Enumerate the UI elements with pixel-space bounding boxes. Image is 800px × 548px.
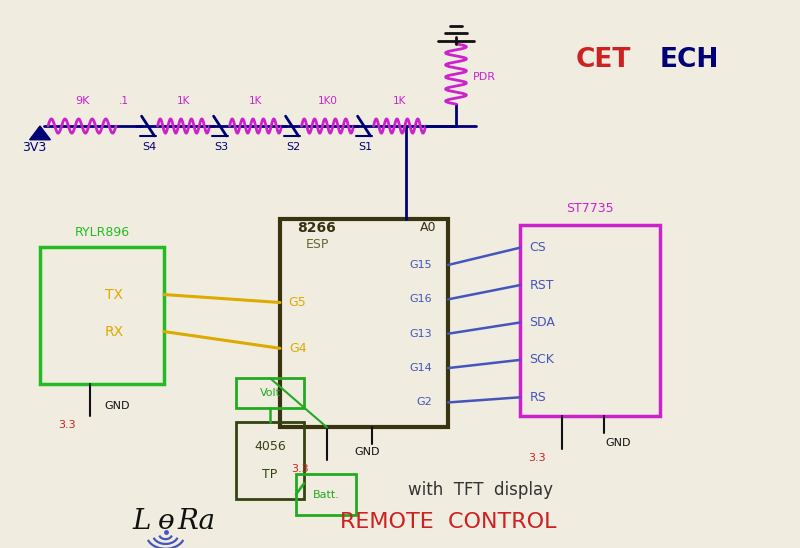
Text: Volt: Volt (259, 388, 281, 398)
Text: 1K: 1K (177, 96, 190, 106)
Text: 1K0: 1K0 (318, 96, 338, 106)
Text: G15: G15 (410, 260, 432, 270)
Text: ECH: ECH (660, 47, 719, 73)
Text: G14: G14 (410, 363, 432, 373)
Text: S3: S3 (214, 142, 229, 152)
Text: G4: G4 (289, 342, 306, 355)
Text: 8266: 8266 (298, 220, 336, 235)
Text: 1K: 1K (393, 96, 406, 106)
Text: TX: TX (106, 288, 123, 301)
Text: CET: CET (576, 47, 631, 73)
Text: 3.3: 3.3 (291, 464, 309, 473)
Text: GND: GND (354, 447, 380, 457)
Text: TP: TP (262, 467, 278, 481)
Text: A0: A0 (419, 221, 436, 234)
Text: RS: RS (530, 391, 546, 404)
Text: S2: S2 (286, 142, 301, 152)
Text: RYLR896: RYLR896 (74, 226, 130, 239)
Bar (40, 247, 164, 384)
Text: 3.3: 3.3 (528, 453, 546, 463)
Text: L: L (132, 508, 150, 535)
Text: REMOTE  CONTROL: REMOTE CONTROL (340, 512, 556, 532)
Text: ST7735: ST7735 (566, 202, 614, 215)
Text: RX: RX (105, 324, 124, 339)
Text: SDA: SDA (530, 316, 555, 329)
Text: GND: GND (606, 438, 630, 448)
Text: S4: S4 (142, 142, 157, 152)
Text: PDR: PDR (473, 72, 495, 82)
Text: G2: G2 (416, 397, 432, 408)
Text: ESP: ESP (306, 238, 329, 250)
Text: Ra: Ra (178, 508, 216, 535)
Text: ɵ: ɵ (157, 508, 174, 535)
Text: with  TFT  display: with TFT display (407, 482, 553, 499)
Bar (520, 225, 660, 416)
Text: SCK: SCK (530, 353, 554, 367)
Text: S1: S1 (358, 142, 373, 152)
Text: .1: .1 (119, 96, 129, 106)
Text: 4056: 4056 (254, 440, 286, 453)
Text: G5: G5 (289, 296, 306, 309)
Text: 3V3: 3V3 (22, 141, 46, 155)
Text: G13: G13 (410, 329, 432, 339)
Text: 3.3: 3.3 (58, 420, 76, 430)
Text: GND: GND (104, 401, 130, 410)
Bar (236, 378, 304, 408)
Text: RST: RST (530, 278, 554, 292)
Text: 9K: 9K (75, 96, 89, 106)
Text: 1K: 1K (249, 96, 262, 106)
Bar (280, 219, 448, 427)
Polygon shape (30, 126, 50, 140)
Bar (236, 422, 304, 499)
Text: CS: CS (530, 241, 546, 254)
Text: G16: G16 (410, 294, 432, 304)
Text: Batt.: Batt. (313, 489, 339, 500)
Bar (296, 474, 356, 515)
